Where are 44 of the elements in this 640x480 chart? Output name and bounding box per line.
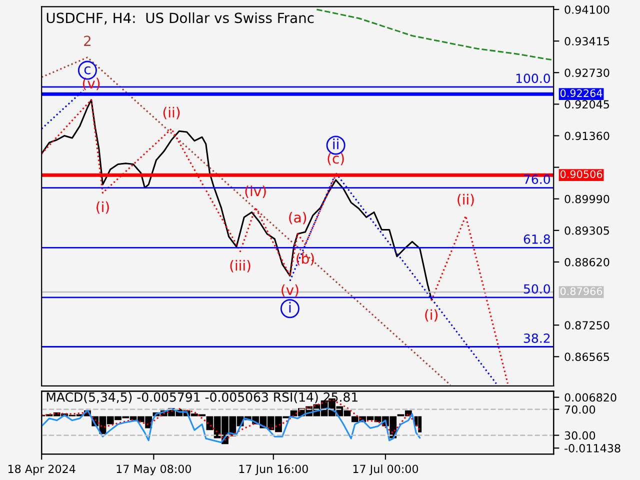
y-tick-label: 0.94100 [564, 5, 610, 14]
line-series [316, 8, 554, 61]
annotation: 76.0 [524, 174, 550, 184]
ref-line-label: 0.90506 [560, 170, 602, 178]
data-label: (ii) [163, 106, 180, 120]
data-label: (ii) [458, 194, 474, 206]
data-label: (c) [328, 152, 344, 166]
line-series [42, 407, 421, 444]
data-label: i [289, 302, 291, 312]
annotation: 50.0 [524, 284, 550, 294]
x-tick-label: 17 Jul 00:00 [353, 464, 418, 476]
y-tick-label: -0.011438 [564, 444, 620, 452]
chart-title: MACD(5,34,5) -0.005791 -0.005063 RSI(14) 25.81 [46, 392, 358, 404]
y-tick-label: 0.91360 [564, 132, 610, 140]
y-tick-label: 0.87250 [564, 321, 610, 330]
y-tick-label: 0.89990 [564, 194, 610, 204]
x-tick-label: 17 Jun 16:00 [239, 464, 308, 476]
data-label: (i) [96, 201, 109, 214]
ref-line-label: 0.87966 [560, 287, 602, 296]
y-tick-label: 0.93415 [564, 37, 609, 46]
annotation: 100.0 [516, 74, 550, 84]
y-tick-label: 0.86565 [564, 352, 609, 362]
data-label: ii [333, 138, 338, 150]
data-label: (iii) [230, 260, 250, 272]
data-label: (i) [425, 309, 438, 322]
ref-line-label: 0.92264 [560, 89, 602, 98]
y2-tick-label: 70.00 [564, 405, 596, 414]
annotation: 61.8 [524, 234, 550, 244]
annotation: c [84, 66, 90, 74]
x-tick-label: 18 Apr 2024 [8, 464, 76, 476]
annotation: 2 [84, 36, 90, 46]
data-label: (iv) [245, 186, 266, 198]
chart-title: USDCHF, H4: US Dollar vs Swiss Franc [46, 12, 314, 25]
data-label: (v) [282, 284, 298, 297]
y-tick-label: 0.88620 [564, 258, 610, 266]
data-label: (b) [296, 253, 314, 266]
y-tick-label: 0.92730 [564, 68, 610, 77]
x-tick-label: 17 May 08:00 [116, 464, 192, 476]
data-label: (a) [289, 212, 306, 224]
y-tick-label: 0.92045 [564, 100, 609, 109]
annotation: 38.2 [524, 333, 550, 343]
y-tick-label: 0.89305 [564, 226, 609, 235]
y-tick-label: 0.006820 [564, 393, 616, 402]
y2-tick-label: 30.00 [564, 431, 596, 440]
